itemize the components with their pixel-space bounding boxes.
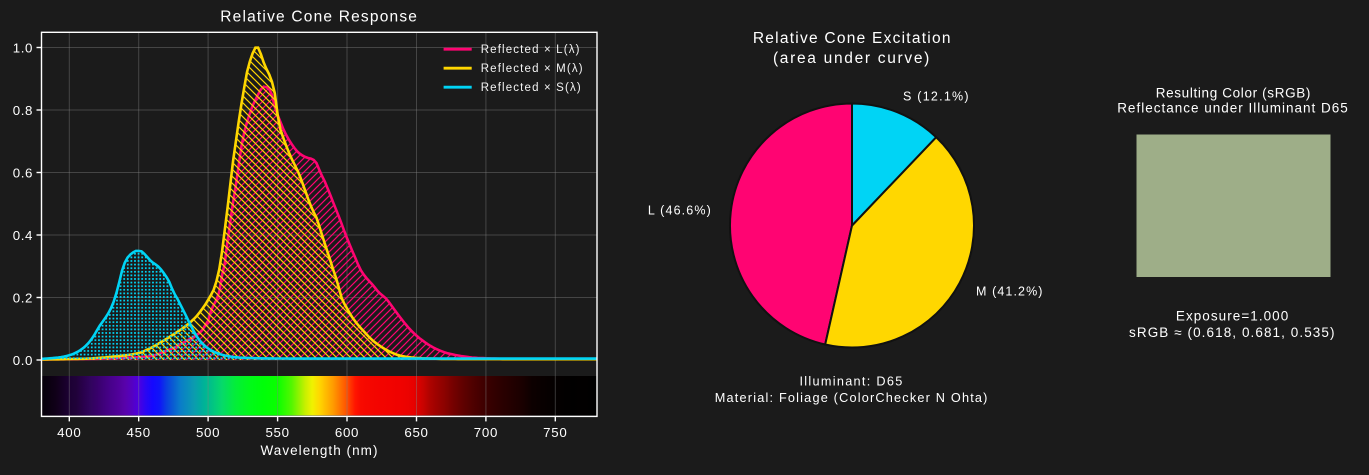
svg-text:0.2: 0.2: [13, 290, 33, 305]
svg-text:0.0: 0.0: [13, 353, 33, 368]
svg-text:0.4: 0.4: [13, 228, 33, 243]
svg-text:Relative Cone Excitation: Relative Cone Excitation: [753, 30, 952, 47]
svg-text:sRGB ≈ (0.618, 0.681, 0.535): sRGB ≈ (0.618, 0.681, 0.535): [1129, 325, 1336, 340]
svg-text:Material: Foliage (ColorChecke: Material: Foliage (ColorChecker N Ohta): [715, 391, 989, 405]
svg-text:Wavelength (nm): Wavelength (nm): [260, 443, 378, 458]
svg-text:0.8: 0.8: [13, 103, 33, 118]
svg-text:400: 400: [57, 425, 81, 440]
svg-text:650: 650: [404, 425, 428, 440]
svg-text:M (41.2%): M (41.2%): [976, 285, 1044, 299]
svg-text:(area under curve): (area under curve): [773, 50, 931, 67]
svg-text:1.0: 1.0: [13, 40, 33, 55]
svg-text:Reflected × S(λ): Reflected × S(λ): [481, 82, 582, 94]
svg-text:600: 600: [335, 425, 359, 440]
svg-text:750: 750: [543, 425, 567, 440]
svg-text:Relative Cone Response: Relative Cone Response: [220, 9, 418, 26]
svg-text:L (46.6%): L (46.6%): [648, 204, 712, 218]
svg-text:Exposure=1.000: Exposure=1.000: [1176, 308, 1289, 323]
svg-text:Reflected × L(λ): Reflected × L(λ): [481, 44, 581, 56]
svg-text:450: 450: [127, 425, 151, 440]
svg-text:Reflectance under Illuminant D: Reflectance under Illuminant D65: [1117, 101, 1349, 116]
svg-text:S (12.1%): S (12.1%): [903, 89, 970, 103]
svg-text:Illuminant: D65: Illuminant: D65: [799, 374, 903, 388]
svg-text:0.6: 0.6: [13, 165, 33, 180]
svg-text:550: 550: [265, 425, 289, 440]
svg-text:700: 700: [474, 425, 498, 440]
svg-text:Reflected × M(λ): Reflected × M(λ): [481, 63, 584, 75]
svg-text:500: 500: [196, 425, 220, 440]
svg-text:Resulting Color (sRGB): Resulting Color (sRGB): [1156, 85, 1311, 100]
